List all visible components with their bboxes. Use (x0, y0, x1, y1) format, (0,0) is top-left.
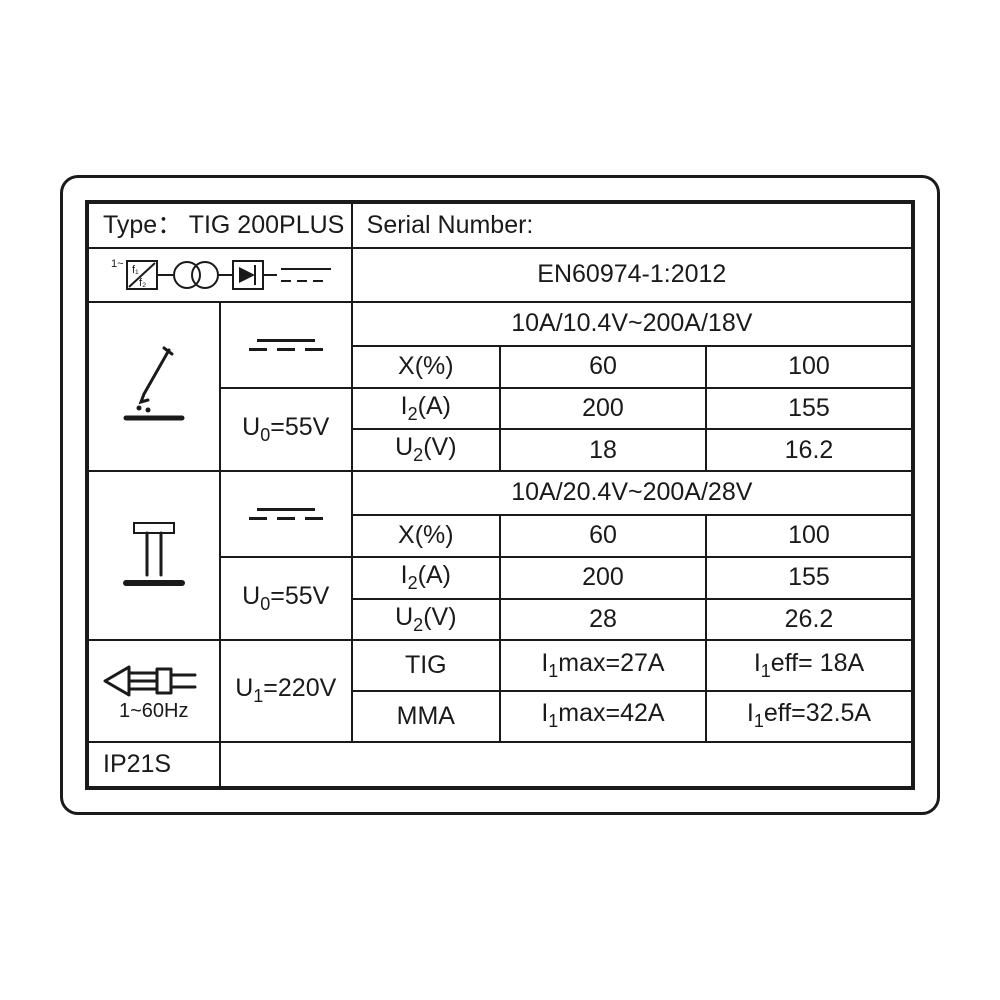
mma-process-icon (88, 471, 220, 640)
mma-i2-60: 200 (500, 557, 706, 599)
tig-u2-60: 18 (500, 429, 706, 471)
tig-process-icon (88, 302, 220, 471)
circuit-symbols-icon: 1~ f₁ f₂ (88, 248, 352, 302)
tig-i2-label: I2(A) (352, 388, 500, 430)
u1-cell: U1=220V (220, 640, 352, 741)
mma-output-symbol (220, 471, 352, 557)
mma-i2-100: 155 (706, 557, 912, 599)
tig-x-60: 60 (500, 346, 706, 388)
ip-blank (220, 742, 912, 787)
type-label: Type： (103, 211, 182, 239)
power-tig-mode: TIG (352, 640, 500, 691)
mma-u0: U0=55V (220, 557, 352, 640)
power-plug-icon: 1~60Hz (88, 640, 220, 741)
tig-u2-100: 16.2 (706, 429, 912, 471)
mma-u2-100: 26.2 (706, 599, 912, 641)
mma-u2-label: U2(V) (352, 599, 500, 641)
mma-i2-label: I2(A) (352, 557, 500, 599)
tig-u2-label: U2(V) (352, 429, 500, 471)
serial-label: Serial Number: (352, 203, 912, 248)
svg-text:f₂: f₂ (139, 277, 146, 289)
power-tig-ieff: I1eff= 18A (706, 640, 912, 691)
rating-plate-inner: Type： TIG 200PLUS Serial Number: 1~ f₁ f… (85, 200, 915, 790)
power-mma-ieff: I1eff=32.5A (706, 691, 912, 742)
svg-text:1~: 1~ (111, 258, 124, 270)
rating-plate: Type： TIG 200PLUS Serial Number: 1~ f₁ f… (60, 175, 940, 815)
tig-i2-100: 155 (706, 388, 912, 430)
mma-x-100: 100 (706, 515, 912, 557)
tig-u0: U0=55V (220, 388, 352, 471)
rating-table: Type： TIG 200PLUS Serial Number: 1~ f₁ f… (87, 202, 913, 788)
freq-label: 1~60Hz (119, 700, 189, 722)
tig-x-100: 100 (706, 346, 912, 388)
tig-x-label: X(%) (352, 346, 500, 388)
power-mma-mode: MMA (352, 691, 500, 742)
type-cell: Type： TIG 200PLUS (88, 203, 352, 248)
type-value: TIG 200PLUS (189, 211, 345, 239)
standard-value: EN60974-1:2012 (352, 248, 912, 302)
mma-u2-60: 28 (500, 599, 706, 641)
ip-rating: IP21S (88, 742, 220, 787)
mma-range: 10A/20.4V~200A/28V (352, 471, 912, 515)
tig-i2-60: 200 (500, 388, 706, 430)
mma-x-60: 60 (500, 515, 706, 557)
mma-x-label: X(%) (352, 515, 500, 557)
power-tig-imax: I1max=27A (500, 640, 706, 691)
svg-text:f₁: f₁ (132, 264, 139, 276)
tig-output-symbol (220, 302, 352, 388)
tig-range: 10A/10.4V~200A/18V (352, 302, 912, 346)
power-mma-imax: I1max=42A (500, 691, 706, 742)
